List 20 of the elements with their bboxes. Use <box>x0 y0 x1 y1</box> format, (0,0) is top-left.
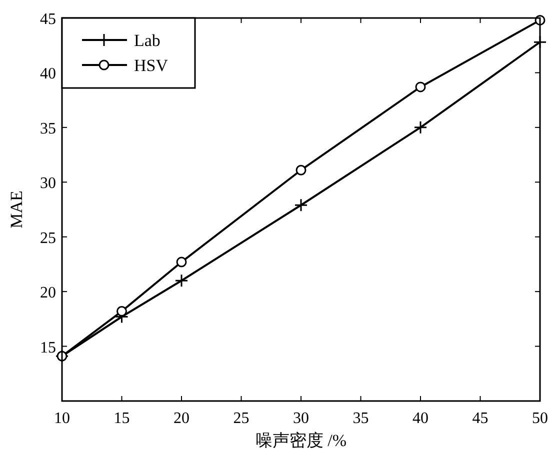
x-tick-label: 15 <box>114 410 130 427</box>
y-tick-label: 45 <box>40 11 56 28</box>
y-tick-label: 20 <box>40 284 56 302</box>
legend-label: HSV <box>134 56 169 75</box>
y-tick-label: 30 <box>40 175 56 192</box>
x-tick-label: 50 <box>532 410 548 427</box>
y-axis-title: MAE <box>7 190 26 228</box>
y-tick-label: 25 <box>40 230 56 247</box>
x-axis-title: 噪声密度 /% <box>255 431 347 450</box>
y-tick-label: 40 <box>40 66 56 83</box>
x-tick-label: 35 <box>352 410 369 427</box>
x-tick-label: 20 <box>174 410 190 427</box>
x-tick-label: 45 <box>472 410 488 427</box>
x-tick-label: 40 <box>412 410 428 427</box>
legend-label: Lab <box>134 31 160 50</box>
y-tick-label: 15 <box>40 339 56 356</box>
x-tick-label: 10 <box>54 410 70 427</box>
x-tick-label: 25 <box>233 410 250 427</box>
x-tick-label: 30 <box>293 410 309 427</box>
y-tick-label: 35 <box>40 120 56 138</box>
